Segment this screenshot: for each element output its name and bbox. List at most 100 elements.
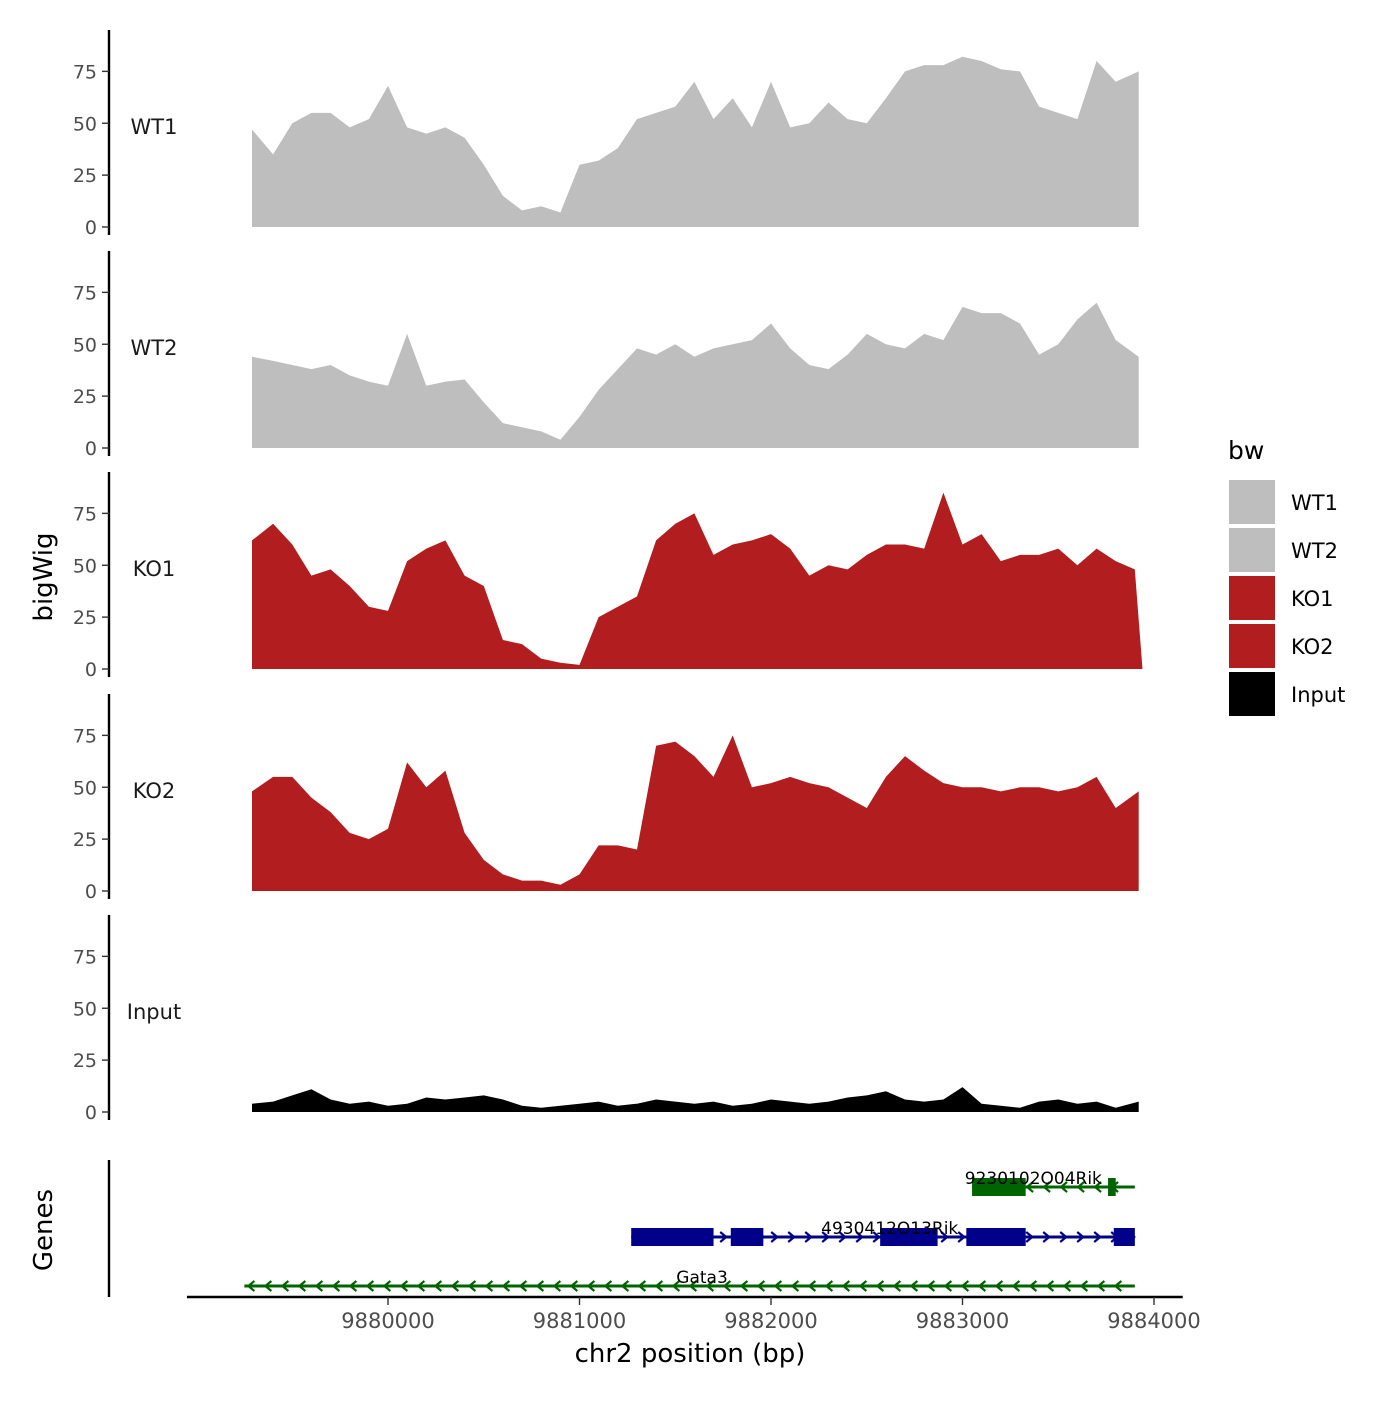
strand-arrow: [807, 1280, 817, 1292]
legend-entry-input: Input: [1229, 672, 1345, 716]
legend-title: bw: [1228, 436, 1264, 465]
legend-entry-wt2: WT2: [1229, 528, 1338, 572]
strand-arrow: [1093, 1181, 1102, 1193]
track-ko2: 0 25 50 75 KO2: [73, 694, 1139, 903]
strand-arrow: [450, 1280, 460, 1292]
y-tick-label: 75: [73, 725, 97, 747]
strand-arrow: [416, 1280, 426, 1292]
strand-arrow: [872, 1231, 881, 1243]
gene-gata3: Gata3: [244, 1268, 1135, 1292]
signal-area-wt2: [252, 302, 1139, 448]
exon-block: [972, 1178, 1026, 1196]
strand-arrow: [688, 1280, 698, 1292]
exon-block: [1113, 1228, 1135, 1246]
x-tick-label: 9882000: [724, 1309, 818, 1333]
y-tick-label: 25: [73, 1050, 97, 1072]
y-tick-label: 0: [85, 217, 97, 239]
signal-area-ko1: [252, 492, 1143, 669]
exon-block: [730, 1228, 764, 1246]
exon-block: [966, 1228, 1026, 1246]
strand-arrow: [960, 1280, 970, 1292]
strand-arrow: [1079, 1280, 1089, 1292]
strand-arrow: [637, 1280, 647, 1292]
strand-arrow: [1113, 1280, 1123, 1292]
x-axis: 9880000 9881000 9882000 9883000 9884000: [186, 1295, 1201, 1333]
strand-arrow: [433, 1280, 443, 1292]
strand-arrow: [399, 1280, 409, 1292]
strand-arrow: [348, 1280, 358, 1292]
signal-area-ko2: [252, 735, 1139, 891]
genes-panel-title: Genes: [29, 1189, 59, 1271]
track-ko1: 0 25 50 75 KO1: [73, 472, 1143, 681]
strand-arrow: [841, 1280, 851, 1292]
strand-arrow: [263, 1280, 273, 1292]
y-tick-label: 75: [73, 61, 97, 83]
x-tick-label: 9884000: [1107, 1309, 1201, 1333]
y-tick-label: 75: [73, 946, 97, 968]
strand-arrow: [1025, 1231, 1034, 1243]
strand-arrow: [1042, 1181, 1051, 1193]
y-tick-label: 50: [73, 113, 97, 135]
strand-arrow: [535, 1280, 545, 1292]
strand-arrow: [654, 1280, 664, 1292]
exon-block: [880, 1228, 938, 1246]
track-label-wt1: WT1: [131, 115, 178, 139]
legend-label: WT2: [1291, 539, 1338, 563]
track-label-ko2: KO2: [133, 779, 176, 803]
strand-arrow: [994, 1280, 1004, 1292]
strand-arrow: [246, 1280, 256, 1292]
strand-arrow: [977, 1280, 987, 1292]
strand-arrow: [1059, 1231, 1068, 1243]
strand-arrow: [719, 1231, 728, 1243]
track-label-input: Input: [127, 1000, 181, 1024]
strand-arrow: [671, 1280, 681, 1292]
signal-area-wt1: [252, 56, 1139, 227]
y-tick-label: 25: [73, 607, 97, 629]
legend-key: [1229, 528, 1275, 572]
strand-arrow: [722, 1280, 732, 1292]
gene-9230102o04rik: 9230102O04Rik: [965, 1169, 1135, 1196]
gene-label-4930412o13rik: 4930412O13Rik: [821, 1219, 958, 1239]
strand-arrow: [314, 1280, 324, 1292]
x-tick-label: 9880000: [341, 1309, 435, 1333]
strand-arrow: [1028, 1280, 1038, 1292]
gene-label-gata3: Gata3: [676, 1268, 728, 1288]
y-tick-label: 0: [85, 1102, 97, 1124]
strand-arrow: [770, 1231, 779, 1243]
legend-key: [1229, 480, 1275, 524]
strand-arrow: [1076, 1181, 1085, 1193]
tracks-layer: 0 25 50 75 WT1 0 25 50 75 WT2 0 25 50 75 KO1 0 25 50 75 KO2…: [73, 30, 1143, 1124]
strand-arrow: [787, 1231, 796, 1243]
strand-arrow: [790, 1280, 800, 1292]
track-input: 0 25 50 75 Input: [73, 915, 1139, 1124]
legend-label: Input: [1291, 683, 1345, 707]
x-axis-title: chr2 position (bp): [575, 1339, 806, 1369]
y-axis-title: bigWig: [29, 532, 59, 621]
strand-arrow: [824, 1280, 834, 1292]
legend-entry-wt1: WT1: [1229, 480, 1338, 524]
y-tick-label: 75: [73, 282, 97, 304]
strand-arrow: [620, 1280, 630, 1292]
strand-arrow: [1076, 1231, 1085, 1243]
legend-label: KO1: [1291, 587, 1334, 611]
strand-arrow: [297, 1280, 307, 1292]
strand-arrow: [331, 1280, 341, 1292]
strand-arrow: [1025, 1181, 1034, 1193]
y-tick-label: 50: [73, 334, 97, 356]
exon-block: [631, 1228, 714, 1246]
strand-arrow: [569, 1280, 579, 1292]
strand-arrow: [739, 1280, 749, 1292]
y-tick-label: 0: [85, 438, 97, 460]
strand-arrow: [940, 1231, 949, 1243]
gene-label-9230102o04rik: 9230102O04Rik: [965, 1169, 1102, 1189]
track-wt1: 0 25 50 75 WT1: [73, 30, 1139, 239]
legend-entry-ko1: KO1: [1229, 576, 1334, 620]
strand-arrow: [892, 1280, 902, 1292]
x-tick-label: 9883000: [916, 1309, 1010, 1333]
y-tick-label: 0: [85, 659, 97, 681]
strand-arrow: [705, 1280, 715, 1292]
gene-4930412o13rik: 4930412O13Rik: [631, 1219, 1136, 1246]
strand-arrow: [552, 1280, 562, 1292]
